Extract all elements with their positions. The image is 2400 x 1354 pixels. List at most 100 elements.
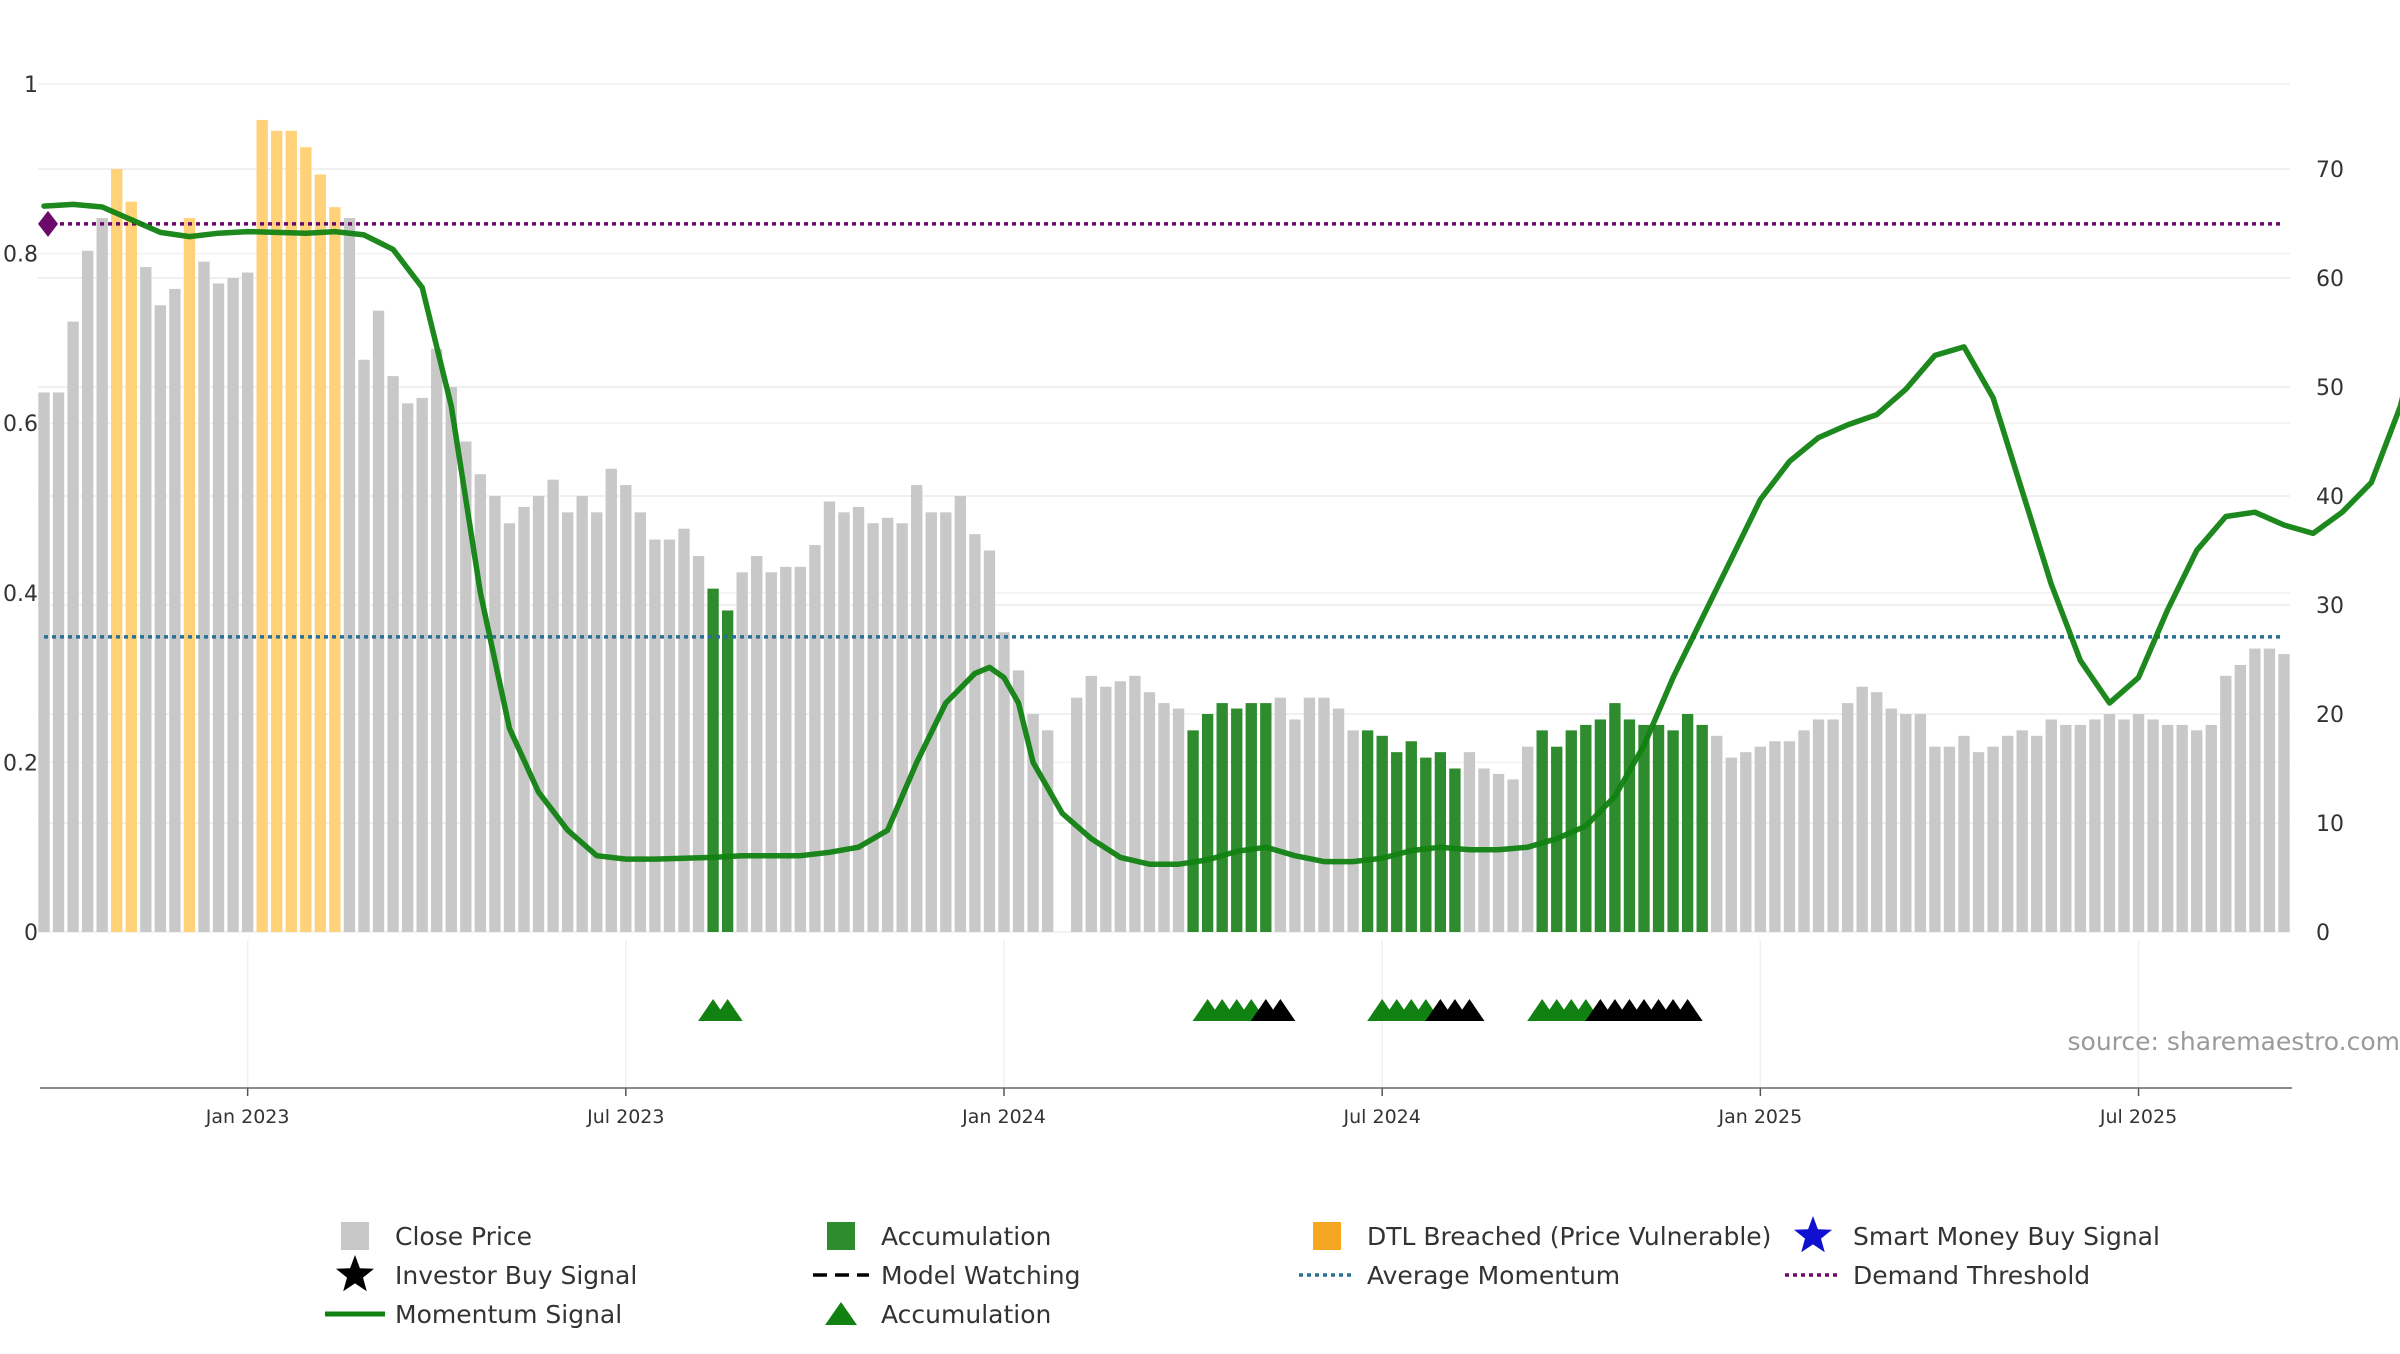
right-axis-tick-label: 0: [2316, 921, 2330, 946]
price-bar: [1158, 703, 1169, 932]
legend-icon-dtl-breached: [1313, 1222, 1341, 1250]
right-axis-tick-label: 10: [2316, 812, 2344, 837]
x-axis-tick-label: Jul 2023: [586, 1106, 664, 1128]
price-bar: [1711, 736, 1722, 932]
price-bar: [387, 376, 398, 932]
price-bar: [344, 218, 355, 932]
price-bar: [1973, 752, 1984, 932]
price-bar: [853, 507, 864, 932]
price-bar: [1886, 709, 1897, 932]
price-bar: [67, 322, 78, 932]
price-bar: [1915, 714, 1926, 932]
price-bar: [984, 551, 995, 933]
price-bar: [824, 501, 835, 932]
price-bar: [1784, 741, 1795, 932]
price-bar: [82, 251, 93, 932]
left-axis-tick-label: 0.2: [3, 751, 38, 776]
price-bar: [1231, 709, 1242, 932]
price-bar: [838, 512, 849, 932]
legend-label: DTL Breached (Price Vulnerable): [1367, 1222, 1771, 1251]
price-bar: [562, 512, 573, 932]
price-bar: [1115, 681, 1126, 932]
price-bar: [606, 469, 617, 932]
price-bar: [2133, 714, 2144, 932]
price-bar: [417, 398, 428, 932]
price-bar: [257, 120, 268, 932]
price-bar: [2089, 719, 2100, 932]
price-bar: [213, 283, 224, 932]
legend-label: Momentum Signal: [395, 1300, 622, 1329]
price-bar: [1144, 692, 1155, 932]
price-bar: [1929, 747, 1940, 932]
price-bar: [38, 392, 49, 932]
price-bar: [2060, 725, 2071, 932]
price-bar: [591, 512, 602, 932]
price-bar: [242, 273, 253, 932]
price-bar: [2031, 736, 2042, 932]
price-bar: [1857, 687, 1868, 932]
left-axis-tick-label: 0.8: [3, 243, 38, 268]
price-bar: [795, 567, 806, 932]
price-bar: [664, 540, 675, 932]
price-bar: [1086, 676, 1097, 932]
legend-label: Smart Money Buy Signal: [1853, 1222, 2160, 1251]
legend-icon-accumulation-triangle: [825, 1302, 857, 1325]
legend-label: Demand Threshold: [1853, 1261, 2090, 1290]
price-bar: [2075, 725, 2086, 932]
price-bar: [1304, 698, 1315, 932]
price-bar: [1697, 725, 1708, 932]
price-bar: [446, 387, 457, 932]
price-bar: [722, 610, 733, 932]
price-bar: [1522, 747, 1533, 932]
price-bar: [1726, 758, 1737, 932]
price-bar: [1842, 703, 1853, 932]
legend-icon-close-price: [341, 1222, 369, 1250]
price-bar: [1100, 687, 1111, 932]
price-bar: [940, 512, 951, 932]
price-bar: [1682, 714, 1693, 932]
price-bar: [227, 278, 238, 932]
price-bar: [620, 485, 631, 932]
price-bar: [1827, 719, 1838, 932]
price-bar: [1260, 703, 1271, 932]
legend-label: Close Price: [395, 1222, 532, 1251]
price-bar: [2220, 676, 2231, 932]
price-bar: [2002, 736, 2013, 932]
price-bar: [2264, 649, 2275, 932]
left-axis-tick-label: 0.4: [3, 582, 38, 607]
price-bar: [126, 202, 137, 932]
price-bar: [809, 545, 820, 932]
x-axis-tick-label: Jul 2025: [2099, 1106, 2177, 1128]
price-bar: [2118, 719, 2129, 932]
price-bar: [2191, 730, 2202, 932]
price-bar: [1202, 714, 1213, 932]
right-axis-tick-label: 20: [2316, 703, 2344, 728]
price-bar: [533, 496, 544, 932]
legend: Close Price Accumulation DTL Breached (Pri…: [325, 1216, 2160, 1329]
legend-label: Investor Buy Signal: [395, 1261, 637, 1290]
price-bar: [1900, 714, 1911, 932]
price-bar: [1493, 774, 1504, 932]
price-bar: [547, 480, 558, 932]
legend-label: Accumulation: [881, 1222, 1051, 1251]
price-bar: [1624, 719, 1635, 932]
price-bar: [111, 169, 122, 932]
price-bar: [1769, 741, 1780, 932]
price-bar: [1464, 752, 1475, 932]
legend-icon-smart-money-star: [1794, 1216, 1832, 1252]
price-bar: [300, 147, 311, 932]
price-bar: [1275, 698, 1286, 932]
price-bar: [1289, 719, 1300, 932]
price-bar: [1435, 752, 1446, 932]
right-axis-tick-label: 70: [2316, 158, 2344, 183]
demand-marker-diamond: [38, 211, 58, 237]
price-bar: [489, 496, 500, 932]
left-axis-tick-label: 0.6: [3, 412, 38, 437]
left-axis-tick-label: 1: [24, 73, 38, 98]
price-bar: [1173, 709, 1184, 932]
right-axis-tick-label: 40: [2316, 485, 2344, 510]
price-bar: [315, 174, 326, 932]
legend-label: Accumulation: [881, 1300, 1051, 1329]
price-bar: [1377, 736, 1388, 932]
